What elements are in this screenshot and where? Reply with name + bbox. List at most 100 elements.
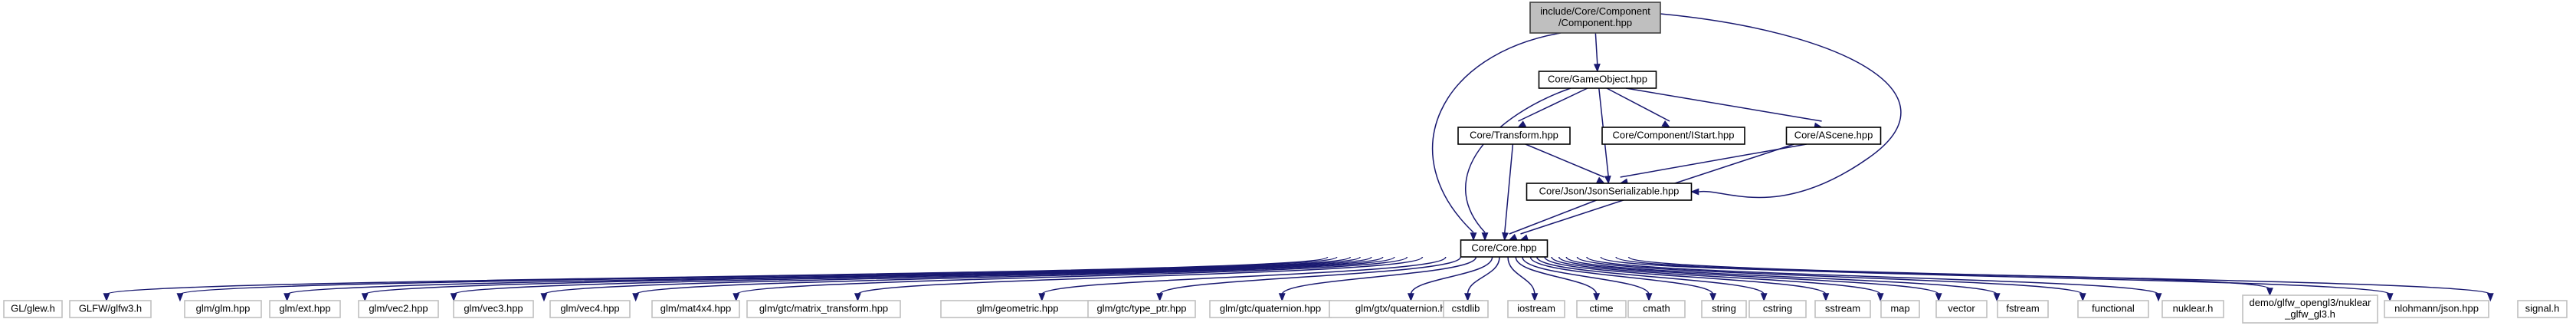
node-box-cstdlib[interactable] xyxy=(1443,300,1489,318)
edge-component-to-gameobject xyxy=(1593,32,1601,73)
node-glm-vec3[interactable]: glm/vec3.hpp xyxy=(453,300,534,318)
edge-core-to-cmath xyxy=(1522,256,1653,302)
node-glm-matrix-transform[interactable]: glm/gtc/matrix_transform.hpp xyxy=(746,300,901,318)
edge-arrowhead xyxy=(450,293,457,302)
node-iostream[interactable]: iostream xyxy=(1507,300,1565,318)
edge-arrowhead xyxy=(1593,293,1601,302)
node-box-functional[interactable] xyxy=(2077,300,2149,318)
node-glew[interactable]: GL/glew.h xyxy=(3,300,63,318)
node-label-transform-0: Core/Transform.hpp xyxy=(1470,129,1558,140)
node-glm-type-ptr[interactable]: glm/gtc/type_ptr.hpp xyxy=(1087,300,1196,318)
node-label-glm-mat4x4-0: glm/mat4x4.hpp xyxy=(660,302,732,314)
node-box-glm-matrix-transform[interactable] xyxy=(746,300,901,318)
node-transform[interactable]: Core/Transform.hpp xyxy=(1457,127,1571,145)
node-signal[interactable]: signal.h xyxy=(2517,300,2568,318)
node-nuklear-glfw[interactable]: demo/glfw_opengl3/nuklear_glfw_gl3.h xyxy=(2242,294,2378,324)
node-box-signal[interactable] xyxy=(2517,300,2568,318)
node-box-nuklear-glfw[interactable] xyxy=(2242,294,2378,324)
node-box-glm-mat4x4[interactable] xyxy=(651,300,740,318)
node-box-nuklear[interactable] xyxy=(2161,300,2224,318)
node-cstdlib[interactable]: cstdlib xyxy=(1443,300,1489,318)
edge-core-to-sstream xyxy=(1544,256,1830,302)
edge-arrowhead xyxy=(2266,288,2273,297)
node-box-cmath[interactable] xyxy=(1627,300,1686,318)
node-glm-vec4[interactable]: glm/vec4.hpp xyxy=(549,300,631,318)
node-box-glm[interactable] xyxy=(184,300,262,318)
node-core[interactable]: Core/Core.hpp xyxy=(1460,239,1549,258)
node-box-core[interactable] xyxy=(1460,239,1549,258)
node-box-glm-type-ptr[interactable] xyxy=(1087,300,1196,318)
node-sstream[interactable]: sstream xyxy=(1814,300,1871,318)
node-label-ascene-0: Core/AScene.hpp xyxy=(1794,129,1873,140)
node-map[interactable]: map xyxy=(1880,300,1920,318)
node-nlohmann-json[interactable]: nlohmann/json.hpp xyxy=(2384,300,2489,318)
node-glm-geometric[interactable]: glm/geometric.hpp xyxy=(940,300,1095,318)
edge-core-to-glm-vec2 xyxy=(450,256,1372,302)
node-box-istart[interactable] xyxy=(1601,127,1745,145)
node-label-glm-vec2-0: glm/vec2.hpp xyxy=(369,302,428,314)
edge-arrowhead xyxy=(1470,232,1477,242)
node-cmath[interactable]: cmath xyxy=(1627,300,1686,318)
node-gameobject[interactable]: Core/GameObject.hpp xyxy=(1538,71,1657,89)
node-box-transform[interactable] xyxy=(1457,127,1571,145)
node-vector[interactable]: vector xyxy=(1935,300,1988,318)
node-box-component[interactable] xyxy=(1529,2,1661,34)
edge-arrowhead xyxy=(1822,293,1830,302)
node-fstream[interactable]: fstream xyxy=(1997,300,2049,318)
node-box-fstream[interactable] xyxy=(1997,300,2049,318)
node-box-ascene[interactable] xyxy=(1785,127,1882,145)
node-glm-ext[interactable]: glm/ext.hpp xyxy=(269,300,341,318)
edge-core-to-glm-vec4 xyxy=(632,256,1395,302)
edge-arrowhead xyxy=(1531,293,1539,302)
node-box-string[interactable] xyxy=(1701,300,1747,318)
node-glm-vec2[interactable]: glm/vec2.hpp xyxy=(358,300,439,318)
edge-arrowhead xyxy=(283,293,291,302)
node-label-signal-0: signal.h xyxy=(2525,302,2560,314)
node-ctime[interactable]: ctime xyxy=(1576,300,1627,318)
edges-layer xyxy=(103,13,2494,302)
node-component[interactable]: include/Core/Component/Component.hpp xyxy=(1529,2,1661,34)
node-label-glm-gtx-quaternion-0: glm/gtx/quaternion.hpp xyxy=(1355,302,1457,314)
edge-arrowhead xyxy=(632,293,640,302)
node-glm-mat4x4[interactable]: glm/mat4x4.hpp xyxy=(651,300,740,318)
node-label-cstdlib-0: cstdlib xyxy=(1452,302,1480,314)
node-box-jsonserializable[interactable] xyxy=(1526,183,1693,201)
edge-jsonserializable-to-core xyxy=(1508,199,1597,241)
node-istart[interactable]: Core/Component/IStart.hpp xyxy=(1601,127,1745,145)
node-label-nuklear-glfw-0: demo/glfw_opengl3/nuklear xyxy=(2250,297,2372,308)
edge-core-to-glm-geometric xyxy=(1038,256,1447,302)
node-box-glm-ext[interactable] xyxy=(269,300,341,318)
node-ascene[interactable]: Core/AScene.hpp xyxy=(1785,127,1882,145)
node-box-glm-vec3[interactable] xyxy=(453,300,534,318)
node-box-sstream[interactable] xyxy=(1814,300,1871,318)
edge-core-to-ctime xyxy=(1515,256,1601,302)
edge-arrowhead xyxy=(1508,233,1518,241)
node-label-string-0: string xyxy=(1712,302,1736,314)
node-nuklear[interactable]: nuklear.h xyxy=(2161,300,2224,318)
node-box-glm-vec4[interactable] xyxy=(549,300,631,318)
node-box-ctime[interactable] xyxy=(1576,300,1627,318)
node-box-cstring[interactable] xyxy=(1748,300,1807,318)
node-glm-gtc-quaternion[interactable]: glm/gtc/quaternion.hpp xyxy=(1209,300,1332,318)
node-glm[interactable]: glm/glm.hpp xyxy=(184,300,262,318)
node-box-nlohmann-json[interactable] xyxy=(2384,300,2489,318)
node-box-glfw3[interactable] xyxy=(69,300,152,318)
node-box-gameobject[interactable] xyxy=(1538,71,1657,89)
node-cstring[interactable]: cstring xyxy=(1748,300,1807,318)
edge-arrowhead xyxy=(1690,188,1699,196)
node-jsonserializable[interactable]: Core/Json/JsonSerializable.hpp xyxy=(1526,183,1693,201)
node-box-vector[interactable] xyxy=(1935,300,1988,318)
node-functional[interactable]: functional xyxy=(2077,300,2149,318)
edge-arrowhead xyxy=(1038,293,1046,302)
node-label-glm-gtc-quaternion-0: glm/gtc/quaternion.hpp xyxy=(1220,302,1321,314)
node-box-iostream[interactable] xyxy=(1507,300,1565,318)
node-box-glew[interactable] xyxy=(3,300,63,318)
node-box-map[interactable] xyxy=(1880,300,1920,318)
node-box-glm-vec2[interactable] xyxy=(358,300,439,318)
node-string[interactable]: string xyxy=(1701,300,1747,318)
edge-core-to-glm-vec3 xyxy=(540,256,1384,302)
node-glfw3[interactable]: GLFW/glfw3.h xyxy=(69,300,152,318)
node-label-istart-0: Core/Component/IStart.hpp xyxy=(1613,129,1735,140)
node-label-iostream-0: iostream xyxy=(1517,302,1555,314)
